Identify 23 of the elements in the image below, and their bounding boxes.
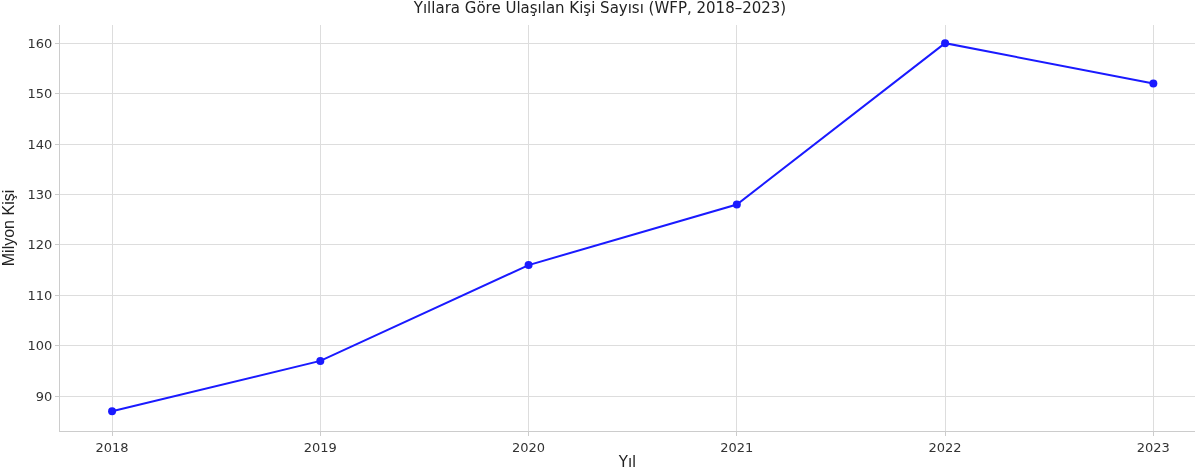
point <box>108 407 117 416</box>
x-tick-label: 2023 <box>1136 439 1170 455</box>
x-tick-label: 2022 <box>928 439 962 455</box>
point <box>1149 79 1158 88</box>
point <box>524 261 533 270</box>
x-tick-label: 2021 <box>720 439 754 455</box>
y-tick-label: 120 <box>27 237 53 253</box>
y-tick-label: 90 <box>35 388 53 404</box>
y-tick-label: 110 <box>27 287 53 303</box>
y-tick-label: 140 <box>27 136 53 152</box>
x-tick-label: 2018 <box>95 439 129 455</box>
chart-title: Yıllara Göre Ulaşılan Kişi Sayısı (WFP, 2018–2023) <box>412 0 787 17</box>
y-tick-label: 130 <box>27 187 53 203</box>
point <box>941 39 950 48</box>
x-tick-label: 2019 <box>303 439 337 455</box>
y-tick-label: 150 <box>27 86 53 102</box>
y-tick-label: 100 <box>27 338 53 354</box>
point <box>732 200 741 209</box>
x-tick-label: 2020 <box>512 439 546 455</box>
x-axis-title: Yıl <box>617 452 637 471</box>
y-tick-label: 160 <box>27 35 53 51</box>
point <box>316 356 325 365</box>
y-axis-title: Milyon Kişi <box>0 189 18 267</box>
